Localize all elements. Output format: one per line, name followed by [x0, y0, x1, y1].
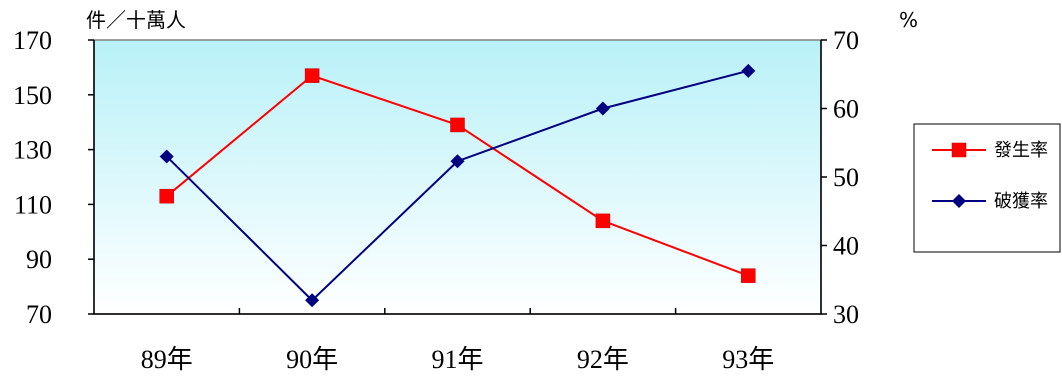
left-axis-ticks: 70 90 110 130 150 170 — [13, 26, 94, 329]
x-tick-label: 91年 — [431, 345, 483, 374]
right-tick-label: 40 — [833, 232, 859, 261]
right-axis-unit-label: % — [899, 8, 918, 32]
right-tick-label: 60 — [833, 95, 859, 124]
x-axis-labels: 89年 90年 91年 92年 93年 — [141, 345, 775, 374]
legend-label: 發生率 — [994, 140, 1048, 161]
right-axis-ticks: 30 40 50 60 70 — [821, 26, 859, 329]
legend-box — [913, 123, 1061, 253]
right-tick-label: 50 — [833, 163, 859, 192]
legend-label: 破獲率 — [994, 191, 1048, 212]
left-tick-label: 150 — [13, 81, 52, 110]
diamond-marker — [305, 293, 320, 308]
square-marker — [304, 68, 320, 83]
series-layer — [159, 63, 756, 308]
diamond-marker — [952, 194, 966, 208]
x-tick-marks — [238, 308, 677, 314]
diamond-marker — [595, 101, 610, 116]
x-tick-label: 93年 — [722, 345, 774, 374]
diamond-marker — [450, 154, 465, 169]
left-axis-unit-label: 件／十萬人 — [86, 8, 186, 32]
left-tick-label: 70 — [26, 300, 52, 329]
square-marker — [159, 188, 174, 204]
square-marker — [450, 117, 465, 133]
square-marker — [595, 213, 611, 229]
left-tick-label: 170 — [13, 26, 52, 55]
x-tick-label: 90年 — [286, 345, 338, 374]
x-tick-label: 92年 — [577, 345, 629, 374]
left-tick-label: 90 — [26, 245, 52, 274]
diamond-marker — [741, 63, 756, 78]
square-marker — [741, 268, 756, 283]
square-marker — [951, 142, 967, 158]
left-tick-label: 130 — [13, 136, 52, 165]
right-tick-label: 30 — [833, 300, 859, 329]
left-tick-label: 110 — [14, 190, 52, 219]
x-tick-label: 89年 — [141, 345, 193, 374]
right-tick-label: 70 — [833, 26, 859, 55]
plot-area — [93, 39, 822, 315]
diamond-marker — [159, 149, 174, 164]
